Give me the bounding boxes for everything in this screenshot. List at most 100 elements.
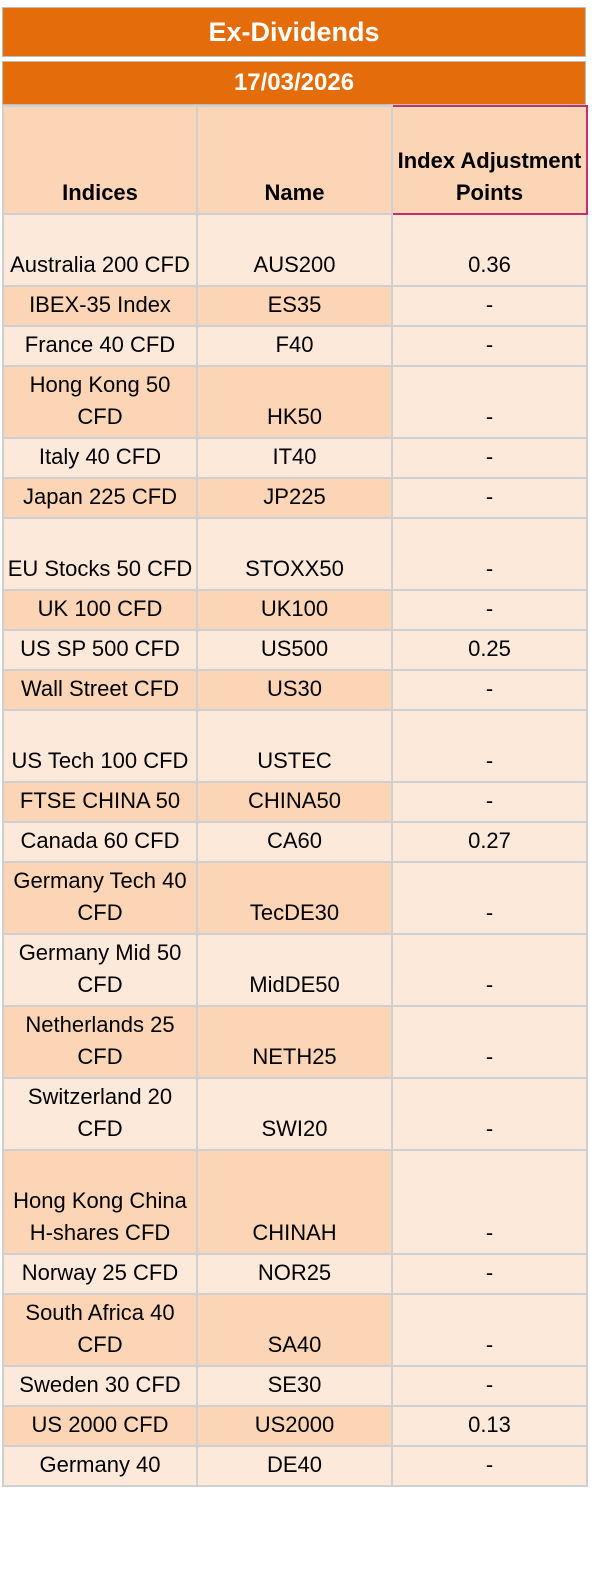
cell-name: USTEC [196,709,393,783]
cell-name: MidDE50 [196,933,393,1007]
cell-adjustment-points: - [391,1077,588,1151]
cell-name: JP225 [196,477,393,519]
cell-index: Australia 200 CFD [2,213,198,287]
cell-adjustment-points: 0.27 [391,821,588,863]
cell-name: F40 [196,325,393,367]
cell-index: France 40 CFD [2,325,198,367]
header-row: Indices Name Index Adjustment Points [2,105,588,215]
dividends-table: Indices Name Index Adjustment Points Aus… [2,105,588,1487]
cell-adjustment-points: - [391,325,588,367]
cell-name: UK100 [196,589,393,631]
cell-name: HK50 [196,365,393,439]
cell-index: Canada 60 CFD [2,821,198,863]
sheet-date: 17/03/2026 [2,61,586,105]
cell-index: South Africa 40 CFD [2,1293,198,1367]
cell-name: AUS200 [196,213,393,287]
cell-adjustment-points: - [391,1365,588,1407]
cell-index: Norway 25 CFD [2,1253,198,1295]
cell-name: CA60 [196,821,393,863]
table-row: South Africa 40 CFD SA40- [2,1293,588,1367]
column-header-adjustment-points: Index Adjustment Points [391,105,588,215]
cell-name: ES35 [196,285,393,327]
table-row: Australia 200 CFD AUS200 0.36 [2,213,588,287]
cell-adjustment-points: - [391,477,588,519]
cell-name: CHINA50 [196,781,393,823]
table-row: FTSE CHINA 50 CHINA50- [2,781,588,823]
cell-adjustment-points: - [391,1293,588,1367]
table-row: Hong Kong China H-shares CFD CHINAH - [2,1149,588,1255]
cell-index: US SP 500 CFD [2,629,198,671]
cell-adjustment-points: - [391,437,588,479]
cell-index: US 2000 CFD [2,1405,198,1447]
cell-name: IT40 [196,437,393,479]
table-row: UK 100 CFD UK100- [2,589,588,631]
cell-name: NETH25 [196,1005,393,1079]
cell-index: EU Stocks 50 CFD [2,517,198,591]
table-row: Japan 225 CFD JP225- [2,477,588,519]
cell-index: IBEX-35 Index [2,285,198,327]
cell-adjustment-points: - [391,669,588,711]
cell-index: Wall Street CFD [2,669,198,711]
cell-adjustment-points: 0.25 [391,629,588,671]
table-row: France 40 CFD F40- [2,325,588,367]
table-row: Germany 40 DE40- [2,1445,588,1487]
cell-adjustment-points: - [391,589,588,631]
cell-name: SWI20 [196,1077,393,1151]
table-row: Germany Tech 40 CFD TecDE30- [2,861,588,935]
cell-index: Netherlands 25 CFD [2,1005,198,1079]
cell-adjustment-points: - [391,781,588,823]
cell-name: US500 [196,629,393,671]
cell-index: Germany Tech 40 CFD [2,861,198,935]
cell-name: CHINAH [196,1149,393,1255]
cell-adjustment-points: 0.36 [391,213,588,287]
cell-index: Sweden 30 CFD [2,1365,198,1407]
table-row: US SP 500 CFD US500 0.25 [2,629,588,671]
table-row: Sweden 30 CFD SE30- [2,1365,588,1407]
cell-index: Japan 225 CFD [2,477,198,519]
table-row: Wall Street CFD US30- [2,669,588,711]
table-row: Italy 40 CFD IT40- [2,437,588,479]
cell-adjustment-points: - [391,365,588,439]
cell-adjustment-points: - [391,709,588,783]
cell-adjustment-points: - [391,933,588,1007]
cell-index: UK 100 CFD [2,589,198,631]
cell-adjustment-points: - [391,1253,588,1295]
cell-name: US2000 [196,1405,393,1447]
cell-adjustment-points: - [391,1005,588,1079]
cell-index: US Tech 100 CFD [2,709,198,783]
cell-name: US30 [196,669,393,711]
table-body: Australia 200 CFD AUS200 0.36 IBEX-35 Index… [2,213,588,1487]
table-row: EU Stocks 50 CFD STOXX50- [2,517,588,591]
cell-name: TecDE30 [196,861,393,935]
table-row: Germany Mid 50 CFD MidDE50- [2,933,588,1007]
cell-name: SA40 [196,1293,393,1367]
sheet-title: Ex-Dividends [2,7,586,57]
table-row: Canada 60 CFD CA60 0.27 [2,821,588,863]
cell-name: SE30 [196,1365,393,1407]
column-header-name: Name [196,105,393,215]
cell-adjustment-points: 0.13 [391,1405,588,1447]
cell-adjustment-points: - [391,285,588,327]
ex-dividends-sheet: Ex-Dividends 17/03/2026 Indices Name Ind… [2,7,588,1487]
cell-index: Germany 40 [2,1445,198,1487]
cell-index: FTSE CHINA 50 [2,781,198,823]
cell-name: DE40 [196,1445,393,1487]
cell-index: Switzerland 20 CFD [2,1077,198,1151]
table-row: Norway 25 CFD NOR25- [2,1253,588,1295]
table-row: US Tech 100 CFD USTEC - [2,709,588,783]
cell-adjustment-points: - [391,517,588,591]
cell-adjustment-points: - [391,1149,588,1255]
cell-name: NOR25 [196,1253,393,1295]
cell-index: Hong Kong 50 CFD [2,365,198,439]
cell-adjustment-points: - [391,861,588,935]
table-row: Switzerland 20 CFD SWI20- [2,1077,588,1151]
cell-index: Hong Kong China H-shares CFD [2,1149,198,1255]
table-row: US 2000 CFD US2000 0.13 [2,1405,588,1447]
cell-index: Germany Mid 50 CFD [2,933,198,1007]
column-header-indices: Indices [2,105,198,215]
table-row: IBEX-35 Index ES35- [2,285,588,327]
table-row: Hong Kong 50 CFD HK50- [2,365,588,439]
cell-name: STOXX50 [196,517,393,591]
cell-index: Italy 40 CFD [2,437,198,479]
table-row: Netherlands 25 CFD NETH25- [2,1005,588,1079]
